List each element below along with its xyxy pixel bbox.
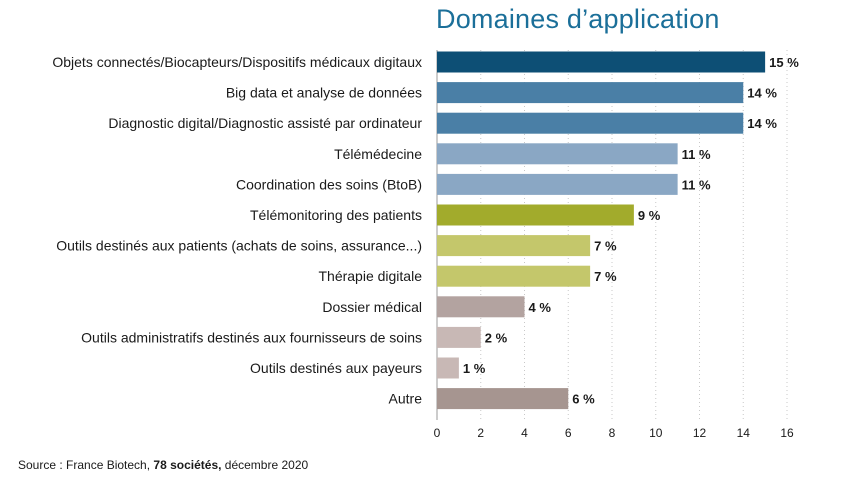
x-tick-label: 16	[780, 426, 794, 440]
value-label: 11 %	[682, 147, 711, 162]
x-tick-label: 2	[477, 426, 484, 440]
category-label: Outils administratifs destinés aux fourn…	[81, 329, 422, 345]
category-label: Coordination des soins (BtoB)	[236, 176, 422, 192]
category-label: Dossier médical	[322, 299, 422, 315]
x-tick-label: 0	[434, 426, 441, 440]
x-tick-label: 4	[521, 426, 528, 440]
x-tick-label: 14	[737, 426, 751, 440]
source-prefix: Source : France Biotech,	[18, 458, 154, 472]
value-label: 2 %	[485, 330, 508, 345]
category-label: Télémédecine	[334, 146, 422, 162]
bar	[437, 326, 481, 348]
category-label: Outils destinés aux payeurs	[250, 360, 422, 376]
category-label: Outils destinés aux patients (achats de …	[56, 238, 422, 254]
value-label: 15 %	[769, 55, 799, 70]
bar	[437, 82, 744, 104]
category-label: Big data et analyse de données	[226, 85, 422, 101]
source-note: Source : France Biotech, 78 sociétés, dé…	[18, 458, 308, 472]
bar	[437, 204, 634, 226]
bar	[437, 265, 591, 287]
category-label: Télémonitoring des patients	[250, 207, 422, 223]
value-label: 9 %	[638, 208, 661, 223]
x-tick-label: 8	[609, 426, 616, 440]
x-tick-label: 12	[693, 426, 707, 440]
category-label: Thérapie digitale	[318, 268, 422, 284]
bar	[437, 143, 678, 165]
x-tick-label: 10	[649, 426, 663, 440]
bar	[437, 296, 525, 318]
value-label: 1 %	[463, 361, 486, 376]
bar	[437, 357, 459, 379]
category-label: Autre	[389, 391, 423, 407]
value-label: 7 %	[594, 239, 617, 254]
value-label: 6 %	[572, 392, 595, 407]
value-label: 7 %	[594, 269, 617, 284]
source-suffix: décembre 2020	[221, 458, 309, 472]
category-label: Objets connectés/Biocapteurs/Dispositifs…	[52, 54, 422, 70]
value-label: 11 %	[682, 177, 711, 192]
x-tick-label: 6	[565, 426, 572, 440]
value-label: 14 %	[747, 116, 777, 131]
bar	[437, 112, 744, 134]
value-label: 14 %	[747, 86, 777, 101]
bar	[437, 173, 678, 195]
bar	[437, 388, 569, 410]
value-label: 4 %	[529, 300, 552, 315]
bar	[437, 51, 766, 73]
bar	[437, 235, 591, 257]
category-label: Diagnostic digital/Diagnostic assisté pa…	[108, 115, 422, 131]
chart-title: Domaines d’application	[436, 4, 720, 34]
source-bold: 78 sociétés,	[153, 458, 222, 472]
